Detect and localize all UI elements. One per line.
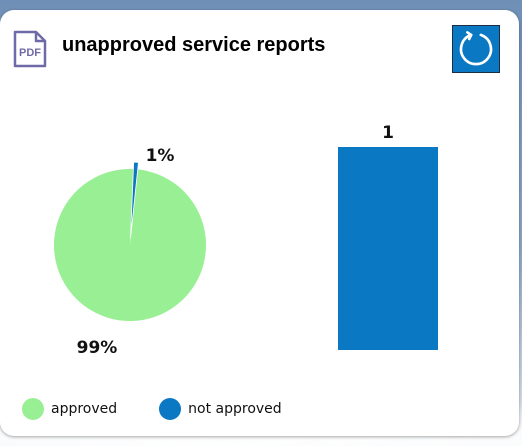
pdf-icon[interactable]: PDF [12,30,48,68]
refresh-icon [459,31,493,66]
refresh-button[interactable] [452,25,500,73]
bar-not-approved[interactable] [338,147,438,350]
report-card: PDF unapproved service reports 99% 1% 1 a… [0,10,519,436]
bar-chart: 1 [338,123,438,350]
page-title: unapproved service reports [62,34,326,56]
pie-chart: 99% 1% [53,146,206,358]
pie-label-not-approved: 1% [146,146,175,166]
bar-value-label: 1 [382,123,394,143]
legend-item-not-approved[interactable]: not approved [159,398,282,420]
legend-item-approved[interactable]: approved [22,398,117,420]
pdf-icon-text: PDF [19,47,41,59]
legend-label-not-approved: not approved [188,401,282,417]
charts-area: 99% 1% 1 [53,123,438,358]
pie-label-approved: 99% [77,338,118,358]
legend: approved not approved [22,398,324,420]
legend-label-approved: approved [51,401,118,417]
legend-dot-not-approved [159,398,182,420]
pie-slice-not-approved[interactable] [130,161,139,239]
pie-slice-approved[interactable] [53,169,206,322]
legend-dot-approved [22,398,44,420]
